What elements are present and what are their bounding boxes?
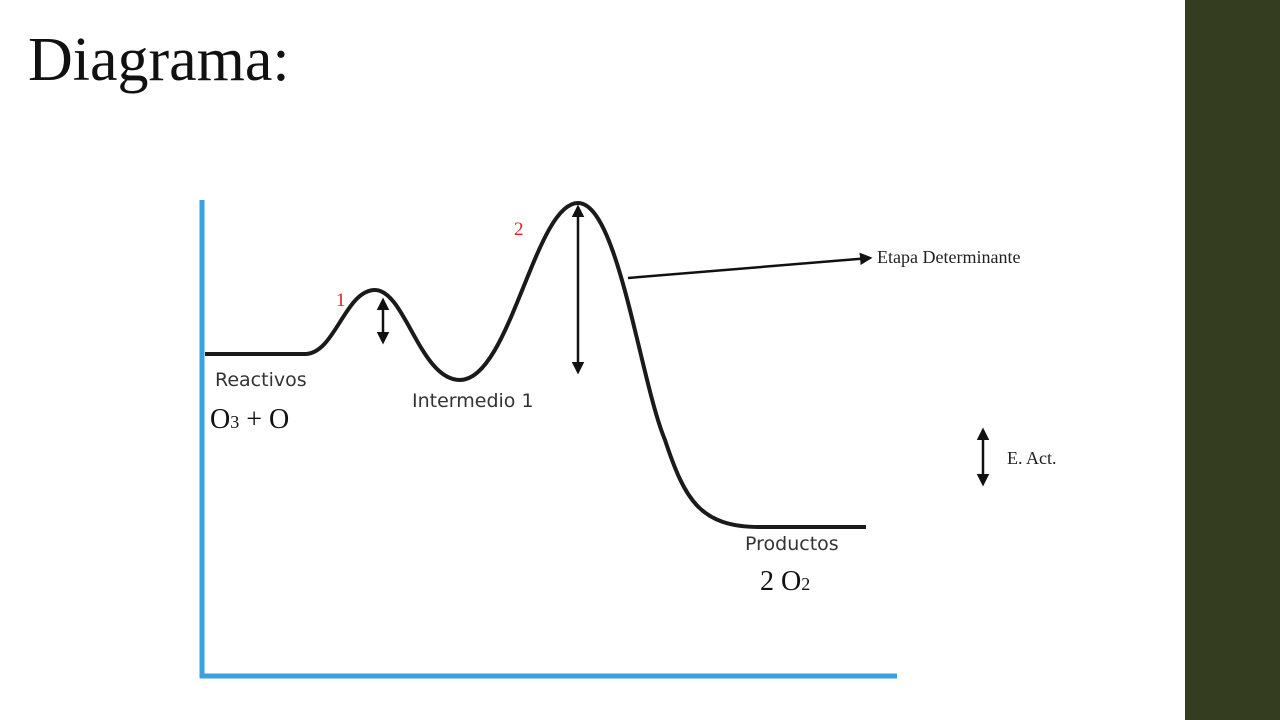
peak-label: 2	[514, 219, 524, 240]
stage-label: Reactivos	[215, 369, 307, 391]
peak-label: 1	[336, 290, 346, 311]
stage-label: Productos	[745, 533, 839, 555]
subscript: 2	[801, 574, 810, 594]
formula: 2 O2	[760, 566, 810, 597]
stage-label: Intermedio 1	[412, 390, 534, 412]
formula-part: O	[210, 404, 230, 435]
formula: O3 + O	[210, 404, 289, 435]
slide-title: Diagrama:	[28, 26, 290, 94]
side-bar	[1185, 0, 1280, 720]
subscript: 3	[230, 412, 239, 432]
formula-part: 2 O	[760, 566, 801, 597]
pointer-arrow	[627, 252, 873, 280]
energy-curve	[205, 200, 866, 529]
legend-label: E. Act.	[1007, 448, 1057, 468]
annotation: Etapa Determinante	[877, 247, 1020, 267]
formula-part: + O	[239, 404, 289, 435]
